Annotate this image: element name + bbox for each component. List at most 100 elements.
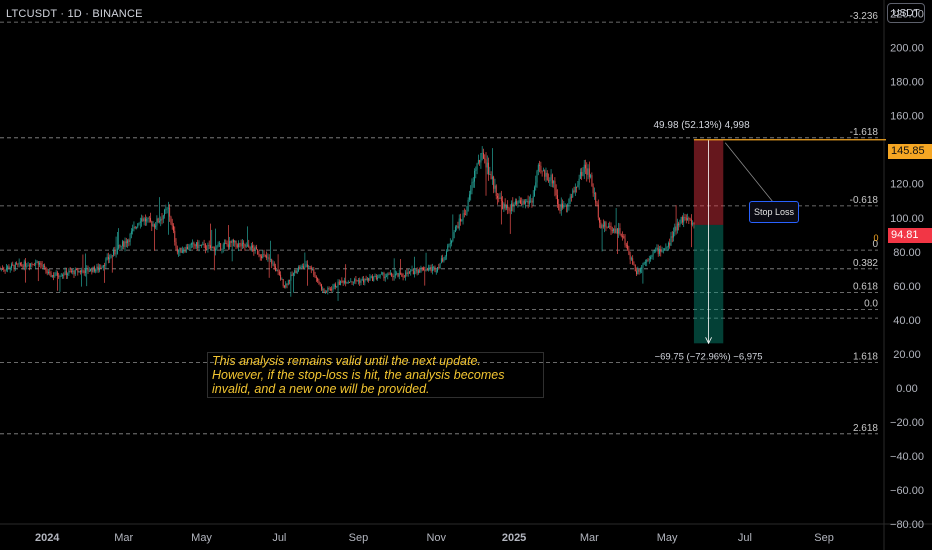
candle-body: [170, 216, 172, 224]
candle-body: [656, 247, 658, 251]
candle-body: [688, 218, 690, 220]
candle-body: [229, 241, 231, 248]
candle-body: [417, 270, 419, 273]
candle-body: [255, 247, 257, 250]
candle-body: [463, 213, 465, 215]
candle-body: [394, 274, 396, 276]
candle-body: [208, 244, 210, 246]
candle-body: [388, 273, 390, 275]
candle-body: [189, 244, 191, 249]
candle-body: [292, 272, 294, 276]
candle-body: [37, 261, 39, 265]
fib-level-label: -3.236: [850, 11, 879, 22]
candle-body: [48, 271, 49, 274]
candle-body: [611, 229, 613, 232]
candle-body: [305, 264, 307, 268]
candle-body: [81, 270, 83, 273]
candle-body: [511, 203, 512, 211]
candle-body: [18, 262, 20, 265]
candle-body: [329, 288, 331, 290]
candle-body: [410, 270, 412, 273]
candle-body: [216, 246, 218, 249]
candle-body: [512, 203, 514, 207]
candle-body: [527, 201, 529, 204]
candle-body: [157, 218, 159, 223]
candle-body: [481, 152, 483, 154]
candle-body: [211, 247, 213, 248]
candle-body: [220, 243, 222, 250]
candle-body: [51, 275, 53, 278]
candle-body: [328, 288, 330, 289]
reward-label: −69.75 (−72.96%) −6,975: [655, 351, 763, 362]
candle-body: [685, 217, 687, 221]
candle-body: [453, 232, 455, 239]
candle-body: [303, 266, 305, 268]
candle-body: [275, 266, 276, 271]
candle-body: [294, 270, 296, 273]
candle-body: [165, 209, 167, 211]
candle-body: [185, 246, 187, 252]
candle-body: [263, 254, 265, 256]
candle-body: [567, 204, 569, 207]
candle-body: [59, 276, 61, 278]
candle-body: [358, 280, 359, 282]
candle-body: [124, 241, 126, 247]
candle-body: [179, 247, 181, 252]
candle-body: [269, 259, 271, 261]
candle-body: [133, 226, 135, 229]
candle-body: [72, 270, 74, 272]
candle-body: [273, 263, 275, 267]
candle-body: [476, 163, 478, 170]
candle-body: [402, 276, 404, 278]
candle-body: [308, 266, 310, 268]
candle-body: [284, 285, 285, 288]
candle-body: [652, 251, 654, 256]
candle-body: [693, 223, 695, 225]
candle-body: [88, 271, 90, 272]
candle-body: [120, 245, 122, 247]
candle-body: [620, 233, 622, 236]
candle-body: [138, 222, 140, 224]
candle-body: [498, 198, 500, 199]
candle-body: [602, 225, 604, 227]
candle-body: [667, 243, 669, 247]
candle-body: [600, 222, 602, 229]
candle-body: [96, 266, 98, 270]
candle-body: [49, 271, 51, 273]
currency-button[interactable]: USDT: [887, 3, 925, 23]
candle-body: [306, 264, 308, 268]
candle-body: [30, 263, 32, 267]
candle-body: [484, 158, 486, 160]
candle-body: [257, 249, 259, 255]
candle-body: [351, 281, 353, 283]
candle-body: [535, 182, 537, 188]
candle-body: [62, 274, 63, 276]
candle-body: [378, 276, 380, 278]
candle-body: [452, 238, 454, 241]
candle-body: [605, 222, 607, 228]
candle-body: [346, 282, 348, 284]
candle-body: [639, 268, 641, 272]
candle-body: [366, 278, 368, 281]
candle-body: [111, 255, 113, 257]
candle-body: [174, 230, 176, 242]
x-tick-label: Nov: [426, 532, 446, 544]
candle-body: [183, 250, 185, 252]
candle-body: [502, 200, 504, 209]
candle-body: [27, 265, 29, 267]
candle-body: [178, 251, 180, 253]
candle-body: [647, 259, 649, 261]
candle-body: [689, 218, 691, 220]
candle-body: [267, 257, 269, 259]
candle-body: [446, 251, 447, 257]
candle-body: [33, 265, 35, 266]
candle-body: [444, 256, 446, 261]
candle-body: [7, 266, 9, 269]
candle-body: [407, 271, 409, 275]
candle-body: [363, 279, 364, 283]
candle-body: [321, 284, 322, 290]
candle-body: [54, 275, 56, 277]
candle-body: [312, 269, 313, 270]
candle-body: [76, 269, 77, 271]
